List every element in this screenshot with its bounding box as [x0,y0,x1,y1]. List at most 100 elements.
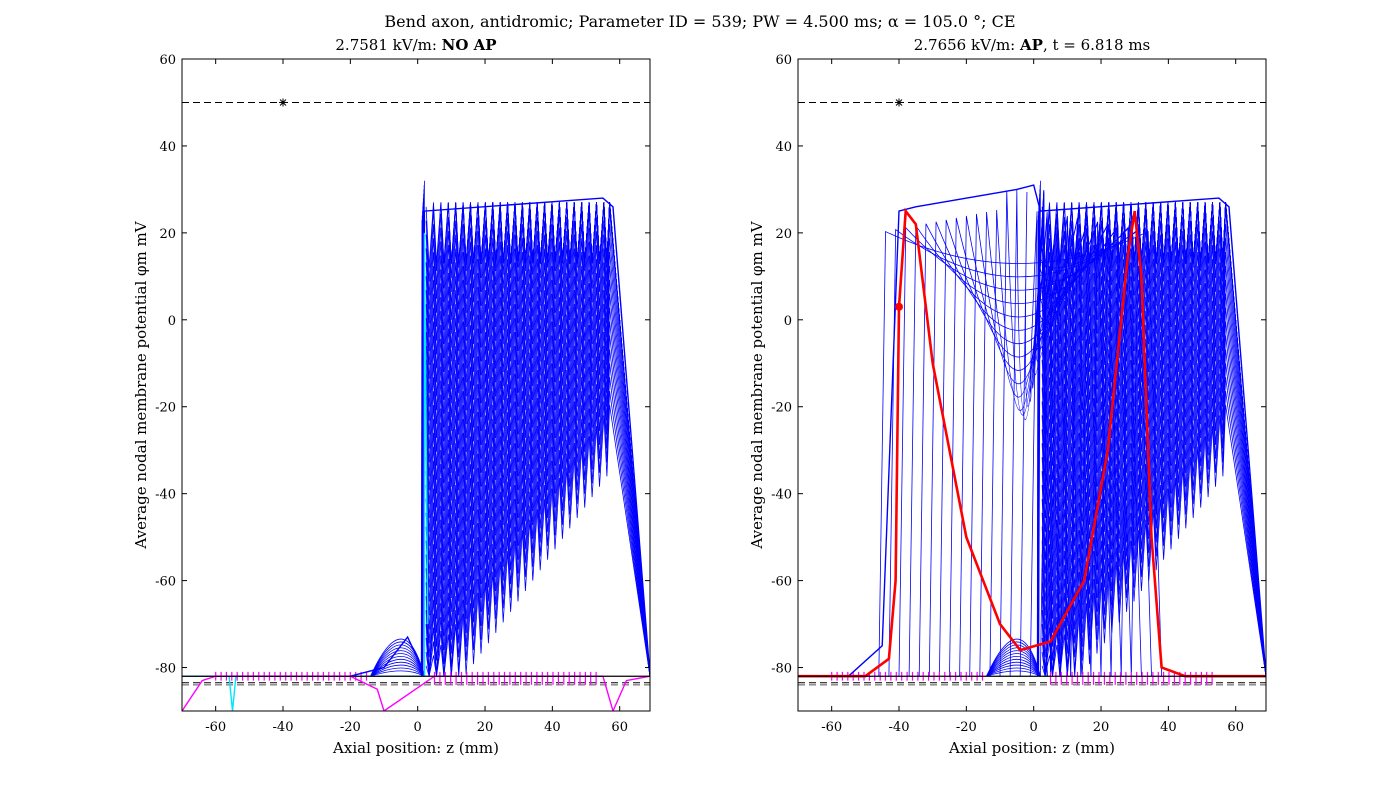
wave-trace [425,377,650,677]
edge-trace [420,219,423,677]
bump-trace [986,656,1041,677]
bump-trace [986,659,1041,677]
wave-trace [425,265,650,677]
bump-trace [986,653,1041,677]
y-tick-label: 20 [775,227,792,242]
bump-trace [986,670,1041,677]
y-tick-label: -80 [771,662,792,677]
bump-trace [370,667,425,677]
plot-title-status: NO AP [442,36,497,54]
wave-trace [425,391,650,677]
wave-trace [425,202,650,677]
y-tick-label: 60 [159,53,176,68]
wave-traces [878,180,1266,677]
wave-trace [425,202,650,677]
bump-trace [370,661,425,677]
wave-trace [425,307,650,677]
wave-trace [1041,307,1266,677]
plot-title: 2.7656 kV/m: AP, t = 6.818 ms [914,36,1151,54]
bump-trace [986,667,1041,677]
ap-trace [979,211,1062,677]
x-tick-label: 40 [1160,720,1177,735]
ap-trace [959,215,1082,677]
bump-trace [370,664,425,677]
x-tick-label: 20 [1093,720,1110,735]
x-tick-label: -60 [205,720,226,735]
axes-box [797,58,1267,712]
x-tick-label: 0 [414,720,422,735]
plot-title-suffix: , t = 6.818 ms [1043,36,1150,54]
y-tick-label: -80 [155,662,176,677]
axes-box [181,58,651,712]
y-tick-label: -40 [771,488,792,503]
y-tick-label: 20 [159,227,176,242]
wave-trace [1041,363,1266,677]
series-line-2 [182,675,650,711]
y-axis-label: Average nodal membrane potential φm mV [748,220,766,549]
plot-area [182,101,650,711]
plot-area [798,101,1266,686]
ap-trace [1039,230,1139,677]
wave-trace [1041,377,1266,677]
x-tick-label: 20 [477,720,494,735]
y-tick-label: 0 [784,314,792,329]
x-tick-label: -40 [273,720,294,735]
x-tick-label: -60 [821,720,842,735]
bump-trace [986,664,1041,677]
x-axis-label: Axial position: z (mm) [948,739,1115,757]
wave-trace [425,210,650,677]
plot-title-prefix: 2.7656 kV/m: [914,36,1020,54]
wave-trace [425,238,650,677]
wave-trace [425,251,650,677]
plot-title: 2.7581 kV/m: NO AP [335,36,496,54]
x-tick-label: -20 [340,720,361,735]
y-axis-label: Average nodal membrane potential φm mV [132,220,150,549]
wave-trace [425,224,650,677]
wave-traces [370,180,650,677]
wave-trace [1041,224,1266,677]
y-tick-label: 40 [775,140,792,155]
bump-trace [986,647,1041,677]
y-tick-label: -40 [155,488,176,503]
ap-point [895,302,904,311]
wave-trace [425,202,650,677]
wave-trace [1041,321,1266,677]
wave-trace [425,279,650,677]
wave-trace [1041,293,1266,677]
threshold-marker [279,98,288,107]
wave-trace [425,321,650,677]
wave-trace [425,293,650,677]
wave-trace [425,335,650,677]
plot-ap: 2.7656 kV/m: AP, t = 6.818 ms -60 -40 -20 0 2… [748,36,1267,757]
ap-trace [1039,227,1129,677]
wave-trace [1041,404,1266,677]
x-tick-label: 60 [611,720,628,735]
wave-trace [425,363,650,677]
x-axis-label: Axial position: z (mm) [332,739,499,757]
threshold-marker [895,98,904,107]
plot-title-prefix: 2.7581 kV/m: [335,36,441,54]
series-line-1 [182,232,429,711]
plot-title-status: AP [1019,36,1043,54]
x-tick-label: 60 [1227,720,1244,735]
y-tick-label: 40 [159,140,176,155]
x-tick-label: 40 [544,720,561,735]
wave-trace [1041,391,1266,677]
y-tick-label: -60 [771,575,792,590]
bump-trace [370,670,425,677]
y-tick-label: -20 [771,401,792,416]
bump-trace [370,653,425,677]
ap-trace [878,230,1163,677]
x-tick-label: 0 [1030,720,1038,735]
wave-trace [425,349,650,677]
series-line-1 [798,207,1266,678]
y-tick-label: 0 [168,314,176,329]
y-tick-label: 60 [775,53,792,68]
x-tick-label: -20 [956,720,977,735]
y-tick-label: -60 [155,575,176,590]
plot-no-ap: 2.7581 kV/m: NO AP -60 -40 -20 0 20 40 60 -80 -60… [132,36,651,757]
bump-trace [370,659,425,677]
figure-suptitle: Bend axon, antidromic; Parameter ID = 53… [384,12,1015,31]
bump-trace [986,650,1041,677]
